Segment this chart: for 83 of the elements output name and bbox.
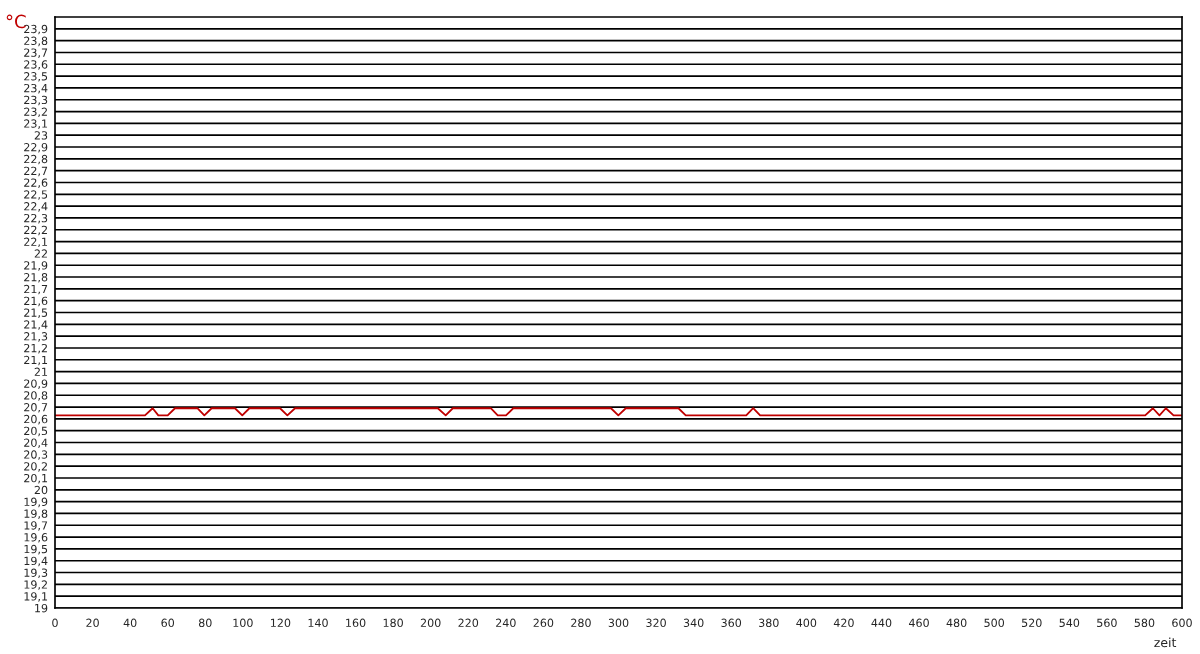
x-tick-label: 420: [833, 618, 854, 628]
x-tick-label: 160: [346, 618, 366, 628]
x-tick-label: 580: [1134, 618, 1155, 628]
y-tick-label: 21,2: [24, 343, 47, 354]
x-tick-label: 340: [683, 618, 704, 628]
y-tick-label: 19,4: [24, 556, 48, 567]
x-tick-label: 20: [86, 618, 99, 628]
y-tick-label: 22: [34, 249, 47, 258]
y-tick-label: 20,5: [24, 426, 48, 437]
y-tick-label: 19,5: [24, 544, 48, 555]
x-tick-label: 200: [420, 618, 441, 628]
x-tick-label: 260: [533, 618, 554, 628]
y-tick-label: 23,8: [24, 36, 48, 47]
y-tick-label: 20,8: [24, 391, 48, 401]
y-tick-label: 21,8: [24, 273, 48, 283]
y-tick-label: 23,2: [24, 107, 47, 118]
x-tick-label: 520: [1021, 618, 1042, 628]
x-tick-label: 80: [198, 618, 212, 628]
y-tick-label: 23,7: [24, 48, 48, 58]
y-tick-label: 23,3: [24, 95, 48, 106]
x-tick-label: 500: [984, 618, 1005, 628]
x-tick-label: 60: [161, 618, 175, 628]
x-tick-label: 360: [721, 618, 742, 628]
y-tick-label: 21: [34, 367, 48, 376]
y-tick-label: 23,5: [24, 72, 48, 82]
y-tick-label: 22,4: [24, 202, 48, 212]
x-tick-label: 400: [796, 618, 817, 628]
x-tick-label: 40: [123, 618, 137, 628]
y-tick-label: 20,3: [24, 450, 48, 460]
x-tick-label: 460: [908, 618, 929, 628]
y-tick-label: 21,1: [24, 355, 48, 366]
x-tick-label: 380: [759, 618, 779, 628]
y-tick-label: 19: [35, 603, 48, 613]
x-tick-label: 320: [646, 618, 666, 628]
x-axis-title: zeit: [1154, 637, 1177, 648]
y-tick-label: 23,1: [24, 119, 48, 129]
y-tick-label: 21,3: [24, 332, 48, 342]
y-tick-label: 20,9: [24, 379, 48, 389]
y-tick-label: 22,1: [24, 237, 48, 248]
x-tick-label: 120: [271, 618, 291, 628]
y-tick-label: 19,1: [24, 592, 48, 602]
x-tick-label: 280: [571, 618, 591, 628]
x-tick-label: 180: [383, 618, 403, 628]
y-tick-label: 19,8: [24, 509, 48, 519]
y-tick-label: 21,7: [24, 284, 48, 295]
y-tick-label: 22,2: [24, 225, 47, 236]
y-tick-label: 23,4: [24, 83, 48, 94]
y-tick-label: 23,9: [24, 24, 48, 35]
y-tick-label: 22,6: [24, 178, 48, 188]
x-tick-label: 540: [1059, 618, 1080, 628]
y-tick-label: 22,9: [24, 142, 48, 153]
y-tick-label: 19,3: [24, 568, 48, 579]
y-tick-label: 23: [34, 131, 48, 140]
x-tick-label: 140: [308, 618, 328, 628]
y-tick-label: 22,3: [24, 213, 48, 224]
x-tick-label: 0: [52, 618, 58, 628]
x-tick-label: 440: [871, 618, 892, 628]
y-tick-label: 22,5: [24, 190, 48, 200]
x-tick-label: 220: [458, 618, 479, 628]
y-tick-label: 20: [34, 485, 48, 495]
y-tick-label: 20,7: [24, 403, 48, 413]
y-tick-label: 21,5: [24, 308, 48, 319]
y-tick-label: 21,9: [24, 261, 48, 271]
y-tick-label: 20,2: [24, 462, 47, 472]
y-tick-label: 19,2: [24, 580, 47, 590]
y-tick-label: 23,6: [24, 60, 48, 70]
y-tick-label: 20,4: [24, 438, 48, 449]
y-tick-label: 21,4: [24, 320, 48, 330]
y-tick-label: 19,9: [24, 497, 48, 508]
y-tick-label: 19,6: [24, 533, 48, 543]
x-tick-label: 600: [1172, 618, 1192, 628]
x-tick-label: 480: [946, 618, 967, 628]
y-tick-label: 19,7: [24, 521, 48, 531]
x-tick-label: 240: [496, 618, 516, 628]
y-axis-title: °C: [6, 14, 26, 29]
y-tick-label: 20,1: [24, 473, 48, 484]
x-tick-label: 300: [608, 618, 629, 628]
y-tick-label: 22,8: [24, 154, 48, 165]
y-tick-label: 22,7: [24, 166, 48, 177]
x-tick-label: 100: [233, 618, 253, 628]
y-tick-label: 20,6: [24, 414, 48, 425]
x-tick-label: 560: [1097, 618, 1117, 628]
y-tick-label: 21,6: [24, 296, 48, 307]
